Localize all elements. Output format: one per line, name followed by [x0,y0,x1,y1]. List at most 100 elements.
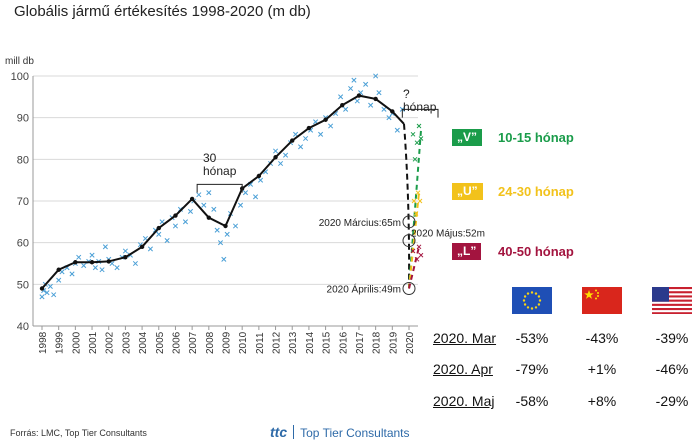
scenario-l-tag: „L” [452,243,482,260]
scatter-point [318,131,324,137]
scatter-point [272,148,279,154]
x-tick-label: 2019 [388,331,399,354]
scatter-point [237,202,244,208]
scenario-point [418,252,424,258]
scatter-point [217,240,224,246]
scatter-mark [156,231,162,237]
scatter-mark [159,219,165,225]
chart-title: Globális jármű értékesítés 1998-2020 (m … [14,3,311,20]
scatter-mark [44,290,50,296]
bracket-q [401,108,439,118]
scatter-mark [59,269,65,275]
scatter-mark [132,260,138,267]
scatter-point [81,263,87,269]
scenario-v-line [408,130,422,289]
series-point [39,286,45,291]
scatter-mark [242,190,249,196]
scatter-point [206,190,212,196]
scatter-point [182,219,189,225]
scatter-mark [187,208,194,214]
scatter-mark [303,135,309,142]
table-cell-us-mar: -39% [655,330,689,346]
scatter-mark [221,256,227,262]
series-point [390,109,395,114]
y-tick-label: 40 [17,321,29,333]
source-note: Forrás: LMC, Top Tier Consultants [10,428,147,438]
scatter-point [147,246,153,252]
scatter-mark [114,265,120,271]
x-tick-label: 2008 [205,331,216,354]
x-tick-label: 2001 [88,331,99,354]
scenario-point [410,131,416,137]
table-cell-us-maj: -29% [655,393,689,409]
scenario-l-text: 40-50 hónap [498,244,574,259]
scatter-mark [47,283,53,289]
scatter-mark [232,223,239,229]
highlight-circle [402,234,416,248]
x-tick-label: 2002 [105,331,116,354]
x-tick-label: 2018 [372,331,383,354]
scatter-mark [237,202,244,208]
scatter-point [283,152,289,158]
scatter-mark [381,106,387,112]
scatter-mark [283,152,289,158]
scenario-point [416,123,422,129]
scatter-point [132,260,138,267]
scatter-point [338,94,344,100]
scatter-point [386,115,392,121]
table-cell-cn-maj: +8% [587,393,617,409]
highlight-circle [402,282,416,295]
scatter-mark [343,106,349,112]
series-point [373,96,378,102]
scatter-point [187,208,194,214]
scatter-point [211,206,217,212]
scatter-mark [318,131,324,137]
table-cell-eu-mar: -53% [515,330,549,346]
series-point [340,102,345,108]
scenario-mark [416,244,422,250]
annotation-30-honap: 30 hónap [203,151,237,178]
scatter-point [201,202,207,208]
scenario-mark [418,252,424,258]
table-cell-cn-mar: -43% [585,330,619,346]
x-tick-label: 2004 [138,331,149,354]
scatter-point [348,85,354,92]
scenario-point [410,248,416,254]
ttc-logo: ttc [270,424,288,440]
scatter-point [363,81,369,87]
x-tick-label: 2020 [405,331,416,354]
scatter-mark [328,123,334,129]
scatter-mark [214,227,220,233]
scatter-mark [137,242,143,248]
scatter-mark [164,238,170,244]
scatter-point [102,244,108,250]
scenario-v-tag: „V” [452,129,483,146]
scatter-mark [351,77,357,83]
scenario-mark [417,198,423,204]
x-tick-label: 2016 [338,331,349,354]
scatter-point [76,254,82,260]
scatter-mark [109,260,115,267]
x-tick-label: 2007 [188,331,199,354]
scatter-mark [272,148,279,154]
scatter-point [122,248,128,254]
scenario-mark [412,156,418,162]
scatter-mark [217,240,224,246]
scatter-point [92,265,98,271]
brand-name: Top Tier Consultants [300,426,410,440]
x-tick-label: 2006 [171,331,182,354]
series-point [156,225,161,231]
scatter-point [99,267,105,273]
annotation-march: 2020 Március:65m [319,218,401,229]
scenario-point [416,244,422,250]
scatter-point [164,238,170,244]
scatter-mark [354,98,360,104]
table-row-label-maj: 2020. Maj [433,393,495,409]
scatter-mark [368,102,374,108]
scatter-point [368,102,374,108]
scatter-mark [376,90,382,96]
scatter-point [303,135,309,142]
scatter-point [114,265,120,271]
scatter-mark [277,160,284,167]
